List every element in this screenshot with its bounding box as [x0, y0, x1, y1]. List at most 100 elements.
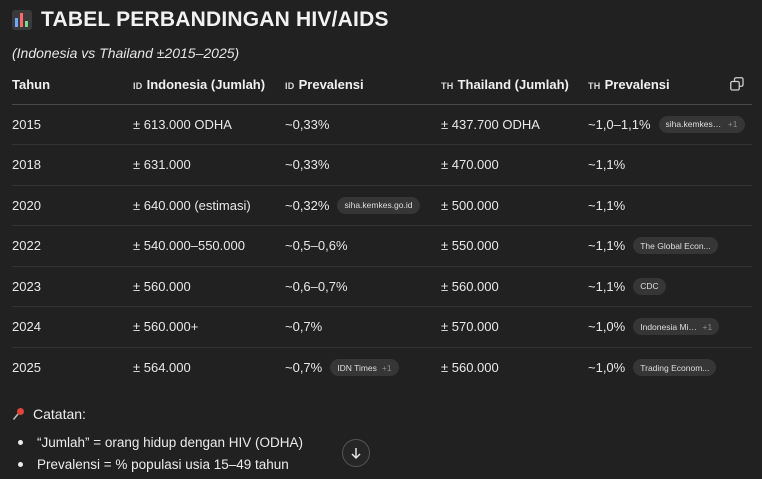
- table-body: 2015 ± 613.000 ODHA ~0,33% ± 437.700 ODHA ~1…: [12, 104, 752, 388]
- cell-value: ~0,7%: [285, 360, 323, 375]
- indonesia-count-cell: ± 631.000: [133, 145, 285, 186]
- column-header: TH Thailand (Jumlah): [441, 66, 588, 104]
- cell-value: ± 560.000: [441, 278, 499, 294]
- flag-icon: TH: [441, 81, 454, 92]
- indonesia-prevalence-cell: ~0,32% siha.kemkes.go.id: [285, 185, 441, 226]
- year-cell: 2025: [12, 347, 133, 388]
- year-cell: 2018: [12, 145, 133, 186]
- year-cell: 2023: [12, 266, 133, 307]
- source-citation-chip[interactable]: CDC: [633, 277, 666, 295]
- cell-value: ~1,0–1,1%: [588, 116, 651, 132]
- column-header-label: Prevalensi: [298, 77, 364, 93]
- indonesia-prevalence-cell: ~0,7%: [285, 307, 441, 348]
- source-citation-chip[interactable]: The Global Econ...: [633, 237, 718, 255]
- bar-chart-icon: [12, 10, 32, 30]
- cell-value: ± 437.700 ODHA: [441, 116, 540, 132]
- thailand-prevalence-cell: ~1,1%: [588, 185, 752, 226]
- year-cell: 2015: [12, 104, 133, 145]
- source-citation-label: siha.kemkes.go.id: [665, 119, 723, 130]
- cell-value: ~1,0%: [588, 360, 626, 375]
- thailand-count-cell: ± 570.000: [441, 307, 588, 348]
- column-header-label: Tahun: [12, 77, 51, 93]
- indonesia-prevalence-cell: ~0,33%: [285, 145, 441, 186]
- source-citation-count: +1: [727, 119, 738, 130]
- cell-value: ± 570.000: [441, 319, 499, 335]
- table-row: 2018 ± 631.000 ~0,33% ± 470.000 ~1,1%: [12, 145, 752, 186]
- thailand-prevalence-cell: ~1,0–1,1% siha.kemkes.go.id +1: [588, 104, 752, 145]
- indonesia-count-cell: ± 564.000: [133, 347, 285, 388]
- table-row: 2015 ± 613.000 ODHA ~0,33% ± 437.700 ODHA ~1…: [12, 104, 752, 145]
- indonesia-prevalence-cell: ~0,33%: [285, 104, 441, 145]
- source-citation-count: +1: [702, 321, 713, 332]
- table-row: 2024 ± 560.000+ ~0,7% ± 570.000 ~1,0% Indones…: [12, 307, 752, 348]
- copy-icon[interactable]: [730, 77, 744, 91]
- indonesia-count-cell: ± 613.000 ODHA: [133, 104, 285, 145]
- list-item: “Jumlah” = orang hidup dengan HIV (ODHA): [12, 432, 750, 454]
- thailand-count-cell: ± 500.000: [441, 185, 588, 226]
- cell-value: ~0,33%: [285, 116, 330, 132]
- cell-value: 2020: [12, 197, 41, 213]
- source-citation-chip[interactable]: Trading Econom...: [633, 359, 717, 376]
- cell-value: ± 564.000: [133, 360, 191, 375]
- source-citation-chip[interactable]: IDN Times +1: [330, 359, 399, 376]
- cell-value: ± 613.000 ODHA: [133, 116, 232, 132]
- list-item: Prevalensi = % populasi usia 15–49 tahun: [12, 454, 750, 476]
- source-citation-label: Indonesia Minist...: [640, 321, 697, 332]
- cell-value: ~1,1%: [588, 238, 626, 254]
- table-row: 2023 ± 560.000 ~0,6–0,7% ± 560.000 ~1,1% CDC: [12, 266, 752, 307]
- thailand-count-cell: ± 437.700 ODHA: [441, 104, 588, 145]
- source-citation-chip[interactable]: siha.kemkes.go.id +1: [658, 115, 745, 133]
- source-citation-label: IDN Times: [337, 362, 377, 373]
- thailand-prevalence-cell: ~1,0% Indonesia Minist... +1: [588, 307, 752, 348]
- source-citation-label: Trading Econom...: [640, 362, 710, 373]
- title-row: TABEL PERBANDINGAN HIV/AIDS: [12, 2, 750, 38]
- indonesia-count-cell: ± 560.000: [133, 266, 285, 307]
- cell-value: ~0,32%: [285, 197, 330, 213]
- source-citation-label: siha.kemkes.go.id: [344, 200, 413, 211]
- bullet-icon: [18, 462, 23, 467]
- thailand-prevalence-cell: ~1,0% Trading Econom...: [588, 347, 752, 388]
- arrow-down-icon: [351, 448, 361, 460]
- source-citation-chip[interactable]: siha.kemkes.go.id: [337, 196, 420, 214]
- cell-value: ± 640.000 (estimasi): [133, 197, 251, 213]
- source-citation-count: +1: [381, 362, 392, 373]
- cell-value: 2022: [12, 238, 41, 254]
- cell-value: 2015: [12, 116, 41, 132]
- flag-icon: ID: [133, 81, 143, 92]
- cell-value: ~1,1%: [588, 197, 626, 213]
- indonesia-count-cell: ± 640.000 (estimasi): [133, 185, 285, 226]
- column-header-label: Indonesia (Jumlah): [146, 77, 266, 93]
- column-header: ID Indonesia (Jumlah): [133, 66, 285, 104]
- page-subtitle: (Indonesia vs Thailand ±2015–2025): [12, 45, 240, 61]
- flag-icon: TH: [588, 81, 601, 92]
- indonesia-prevalence-cell: ~0,6–0,7%: [285, 266, 441, 307]
- cell-value: 2025: [12, 360, 41, 375]
- cell-value: 2018: [12, 157, 41, 173]
- cell-value: ± 550.000: [441, 238, 499, 254]
- cell-value: ± 560.000: [133, 278, 191, 294]
- table-row: 2025 ± 564.000 ~0,7% IDN Times +1 ± 560.000 ~1…: [12, 347, 752, 388]
- indonesia-count-cell: ± 540.000–550.000: [133, 226, 285, 267]
- scroll-to-bottom-button[interactable]: [342, 439, 370, 467]
- column-header-label: Thailand (Jumlah): [457, 77, 569, 93]
- cell-value: ± 631.000: [133, 157, 191, 173]
- pushpin-icon: [12, 407, 24, 420]
- source-citation-chip[interactable]: Indonesia Minist... +1: [633, 318, 720, 336]
- cell-value: 2023: [12, 278, 41, 294]
- comparison-table: Tahun ID Indonesia (Jumlah) ID Prevalensi TH T…: [12, 66, 752, 388]
- table-row: 2020 ± 640.000 (estimasi) ~0,32% siha.kemke…: [12, 185, 752, 226]
- cell-value: ± 500.000: [441, 197, 499, 213]
- thailand-count-cell: ± 470.000: [441, 145, 588, 186]
- year-cell: 2020: [12, 185, 133, 226]
- thailand-prevalence-cell: ~1,1% CDC: [588, 266, 752, 307]
- notes-title: Catatan:: [33, 405, 86, 422]
- year-cell: 2022: [12, 226, 133, 267]
- cell-value: ~1,1%: [588, 278, 626, 294]
- cell-value: ± 560.000: [441, 360, 499, 375]
- column-header: TH Prevalensi: [588, 66, 752, 104]
- thailand-prevalence-cell: ~1,1%: [588, 145, 752, 186]
- cell-value: 2024: [12, 319, 41, 335]
- thailand-count-cell: ± 560.000: [441, 347, 588, 388]
- cell-value: ± 540.000–550.000: [133, 238, 245, 254]
- cell-value: ± 560.000+: [133, 319, 199, 335]
